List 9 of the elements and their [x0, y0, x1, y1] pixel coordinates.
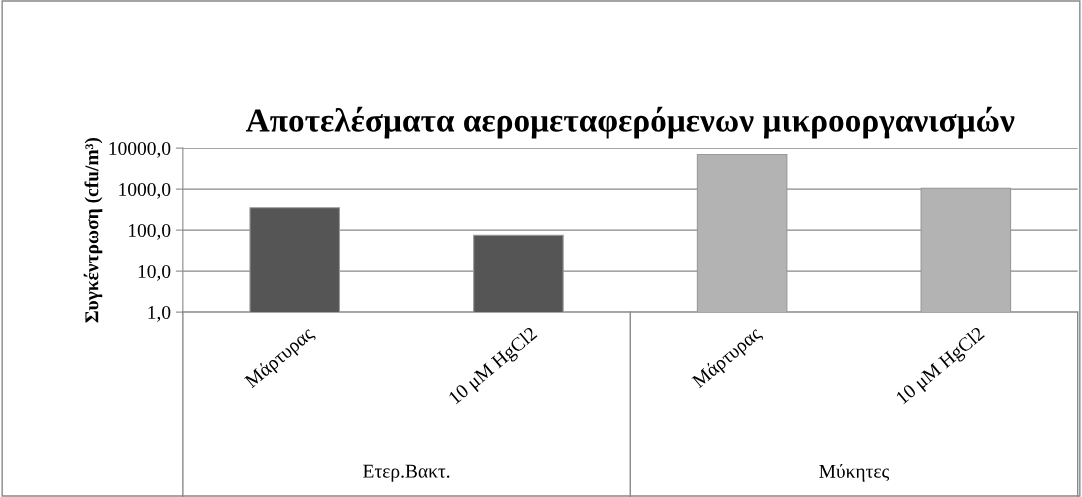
y-axis-title: Συγκέντρωση (cfu/m³) [83, 137, 103, 323]
text: Ετερ.Βακτ. [363, 464, 450, 482]
y-tick-label: 1,0 [148, 305, 171, 322]
text: Μύκητες [819, 463, 890, 482]
y-tick-label: 10,0 [138, 264, 171, 281]
chart-title: Αποτελέσματα αερομεταφερόμενων μικροοργανισμών [245, 106, 1015, 139]
y-tick-label: 10000,0 [109, 141, 171, 158]
y-tick-label: 1000,0 [119, 182, 171, 199]
y-tick-label: 100,0 [129, 223, 171, 240]
